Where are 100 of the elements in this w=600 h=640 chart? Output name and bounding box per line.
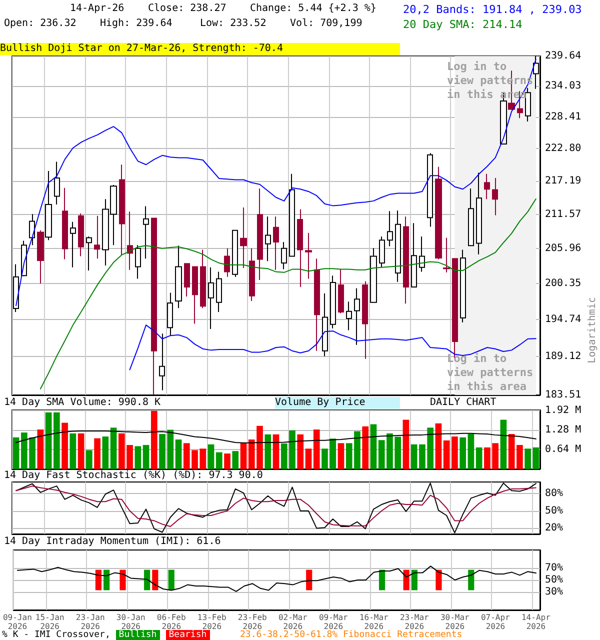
bar [45, 412, 52, 469]
candlestick [305, 232, 312, 280]
y-tick-label: 1.92 M [545, 405, 582, 416]
bar [62, 422, 68, 469]
text: Bullish [116, 630, 160, 640]
candlestick [395, 210, 401, 282]
candlestick [460, 249, 466, 323]
y-tick-label: 70% [545, 562, 564, 574]
bar [508, 434, 515, 469]
bar [338, 443, 344, 469]
line-series [40, 198, 536, 390]
bar [435, 423, 442, 469]
line-series [16, 482, 536, 534]
x-tick-label: 07-Apr 2026 [480, 613, 510, 631]
chart-title: 14 Day Fast Stochastic (%K) (%D): 97.3 90.0 [4, 470, 263, 481]
y-tick-label: 211.57 [545, 208, 582, 220]
candlestick [216, 271, 222, 313]
bar [102, 436, 109, 469]
bar [516, 444, 523, 469]
candlestick [525, 87, 531, 122]
y-tick-label: 20% [545, 522, 564, 534]
y-tick-label: 217.19 [545, 175, 582, 186]
candlestick [62, 187, 68, 260]
candlestick [427, 152, 433, 228]
candlestick [192, 266, 198, 324]
bar [224, 453, 230, 469]
candlestick [403, 216, 409, 304]
y-tick-label: 222.80 [545, 143, 582, 154]
x-tick-label: 13-Feb 2026 [197, 613, 227, 631]
candlestick [224, 248, 230, 278]
bar [362, 426, 369, 469]
y-tick-label: 50% [545, 574, 564, 586]
y-tick-label: 234.03 [545, 80, 582, 92]
bar [297, 434, 304, 469]
text: DAILY CHART [430, 397, 496, 409]
bar [150, 410, 158, 469]
candlestick [167, 292, 173, 336]
bar [370, 424, 377, 469]
candlestick [159, 333, 165, 391]
bar [110, 428, 117, 469]
x-tick-label: 06-Feb 2026 [156, 613, 186, 631]
text: Bearish [166, 630, 210, 640]
text: High: 239.64 [100, 18, 172, 30]
y-tick-label: 50% [545, 505, 564, 516]
x-tick-label: 02-Mar 2026 [278, 613, 308, 631]
bar [264, 434, 272, 469]
text: 14-Apr-26 [70, 3, 124, 15]
candlestick [362, 280, 368, 360]
candlestick [184, 263, 190, 298]
candlestick [45, 170, 52, 241]
y-tick-label: 200.35 [545, 278, 582, 289]
candlestick [54, 161, 60, 206]
bar [70, 433, 76, 469]
y-axis-title: Logarithmic [587, 297, 598, 364]
candlestick [435, 166, 442, 260]
bar [532, 447, 540, 469]
candlestick [387, 210, 393, 247]
text: Vol: 709,199 [290, 18, 362, 30]
candlestick [379, 236, 385, 268]
y-tick-label: 194.74 [545, 314, 582, 326]
line-series [16, 430, 536, 444]
bar [240, 442, 247, 469]
bar [78, 433, 84, 469]
bar [94, 438, 100, 469]
candlestick [135, 244, 141, 280]
bar [86, 450, 92, 469]
bar [524, 448, 531, 469]
candlestick [257, 188, 263, 280]
bar [272, 434, 280, 469]
x-tick-label: 23-Feb 2026 [238, 613, 268, 631]
chart-title: 14 Day Intraday Momentum (IMI): 61.6 [4, 536, 221, 547]
text: 20 Day SMA: 214.14 [403, 17, 524, 32]
x-tick-label: 16-Mar 2026 [359, 613, 389, 631]
x-tick-label: 23-Jan 2026 [76, 613, 105, 631]
text: Close: 238.27 [148, 3, 226, 15]
candlestick [119, 164, 125, 256]
chart-subtitle: Bullish Doji Star on 27-Mar-26, Strength: -70.4 [0, 43, 400, 55]
candlestick [314, 258, 320, 352]
x-tick-label: 30-Mar 2026 [440, 613, 470, 631]
x-tick-label: 15-Jan 2026 [35, 613, 64, 631]
bar [232, 451, 239, 469]
y-tick-label: 80% [545, 488, 564, 500]
candlestick [94, 215, 100, 260]
candlestick [354, 288, 360, 346]
candlestick [29, 214, 35, 246]
bar [402, 420, 410, 469]
text: 20,2 Bands: 191.84 , 239.03 [403, 2, 582, 17]
candlestick [143, 206, 149, 260]
x-tick-label: 09-Jan 2026 [2, 613, 32, 631]
legend-title: % K - IMI Crossover, [2, 630, 112, 640]
bar [54, 412, 60, 469]
candlestick [232, 230, 238, 278]
x-tick-label: 09-Mar 2026 [318, 613, 348, 631]
bar [12, 437, 20, 469]
y-tick-label: 228.41 [545, 111, 582, 122]
y-tick-label: 1.28 M [545, 424, 582, 436]
bar [500, 420, 507, 469]
bar [142, 444, 150, 469]
text: Open: 236.32 [4, 18, 76, 30]
line-series [16, 58, 536, 306]
